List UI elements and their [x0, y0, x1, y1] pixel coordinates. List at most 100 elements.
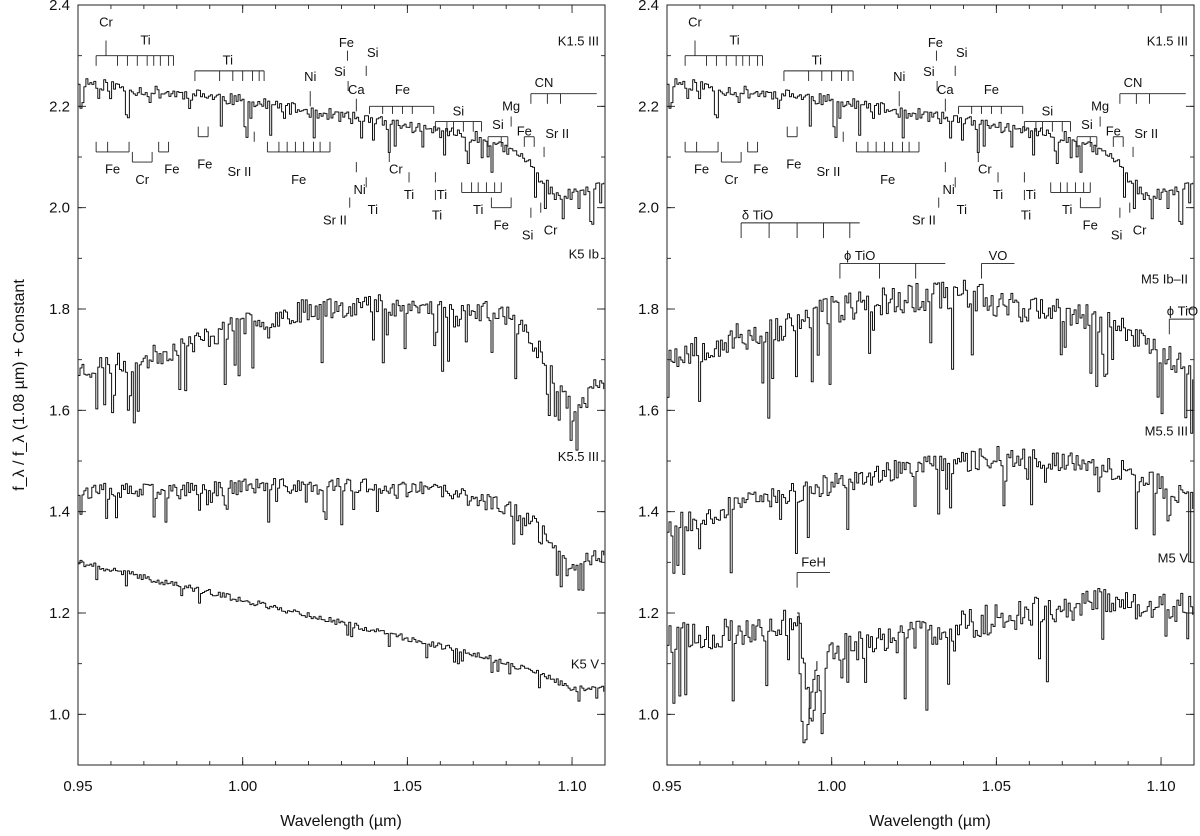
right-x-tick-label: 1.05	[982, 778, 1011, 795]
left-line-id-label: Fe	[164, 162, 179, 177]
right-spectrum-2	[667, 446, 1194, 575]
left-star-label: K5 Ib	[569, 246, 599, 261]
left-y-tick-label: 2.4	[49, 0, 70, 14]
right-line-id-label: Ni	[893, 69, 905, 84]
left-line-id-label: Ti	[437, 187, 447, 202]
right-line-id-label: Ti	[957, 202, 967, 217]
left-line-id-label: Ti	[404, 187, 414, 202]
left-line-id-label: Ti	[223, 53, 233, 68]
right-panel: 0.95 1.00 1.05 1.10 1.0 1.2 1.4 1.6 1.8 2.0 2.2 2.4…	[638, 0, 1198, 795]
right-x-tick-label: 1.10	[1146, 778, 1175, 795]
right-y-tick-label: 1.8	[638, 301, 659, 318]
right-line-id-label: Ca	[937, 82, 954, 97]
left-line-id-label: Ti	[432, 207, 442, 222]
right-line-id-label: Fe	[694, 162, 709, 177]
left-y-tick-label: 2.0	[49, 200, 70, 217]
right-line-id-label: Si	[1111, 228, 1123, 243]
right-spectrum-0	[667, 78, 1194, 225]
left-line-id-label: Fe	[291, 172, 306, 187]
right-line-id-label: Si	[923, 64, 935, 79]
right-line-id-label: Fe	[928, 35, 943, 50]
left-line-id-label: Ni	[304, 69, 316, 84]
right-line-id-label: Cr	[688, 15, 702, 30]
right-line-id-label: FeH	[801, 554, 826, 569]
right-x-axis-title: Wavelength (µm)	[869, 813, 991, 830]
left-x-tick-label: 1.10	[557, 778, 586, 795]
left-line-id-label: Cr	[99, 15, 113, 30]
left-line-id-label: Ti	[473, 202, 483, 217]
right-spectrum-4	[797, 612, 818, 744]
left-x-axis-title: Wavelength (µm)	[280, 813, 402, 830]
right-line-id-label: CN	[1124, 75, 1143, 90]
left-y-tick-label: 2.2	[49, 98, 70, 115]
left-y-tick-label: 1.8	[49, 301, 70, 318]
left-line-id-label: Fe	[395, 82, 410, 97]
right-y-tick-label: 1.4	[638, 504, 659, 521]
right-line-id-label: δ TiO	[742, 207, 773, 222]
left-line-id-label: Si	[334, 64, 346, 79]
right-line-id-label: Ni	[942, 182, 954, 197]
right-line-id-label: Sr II	[1134, 126, 1158, 141]
right-y-tick-label: 1.6	[638, 402, 659, 419]
right-star-label: M5.5 III	[1145, 424, 1188, 439]
right-line-id-label: Mg	[1091, 98, 1109, 113]
left-line-id-label: Sr II	[227, 164, 251, 179]
right-y-tick-label: 1.0	[638, 706, 659, 723]
left-star-label: K5 V	[571, 657, 600, 672]
right-line-id-label: Ti	[812, 53, 822, 68]
right-line-id-label: Ti	[729, 32, 739, 47]
right-line-id-label: Fe	[786, 157, 801, 172]
right-x-tick-label: 0.95	[652, 778, 681, 795]
left-y-tick-label: 1.0	[49, 706, 70, 723]
left-y-tick-label: 1.4	[49, 504, 70, 521]
right-line-id-label: Ti	[1026, 187, 1036, 202]
left-line-id-label: Ti	[140, 32, 150, 47]
left-line-id-label: Cr	[389, 162, 403, 177]
left-line-id-label: Sr II	[545, 126, 569, 141]
left-line-id-label: Sr II	[323, 212, 347, 227]
left-line-id-label: Si	[522, 228, 534, 243]
left-spectrum-1	[78, 294, 605, 451]
right-y-tick-label: 2.4	[638, 0, 659, 14]
right-y-tick-label: 2.0	[638, 200, 659, 217]
right-line-id-label: Cr	[724, 172, 738, 187]
right-star-label: M5 V	[1158, 550, 1189, 565]
right-line-id-label: Sr II	[912, 212, 936, 227]
right-line-id-label: Si	[1042, 103, 1054, 118]
right-line-id-label: Cr	[1133, 222, 1147, 237]
left-line-id-label: Ti	[368, 202, 378, 217]
left-line-id-label: Fe	[197, 157, 212, 172]
left-star-label: K1.5 III	[558, 34, 599, 49]
left-line-id-label: Si	[492, 117, 504, 132]
left-line-id-label: Fe	[105, 162, 120, 177]
left-line-id-label: Ni	[353, 182, 365, 197]
left-line-id-label: CN	[535, 75, 554, 90]
left-line-id-label: Si	[453, 103, 465, 118]
right-line-id-label: Sr II	[816, 164, 840, 179]
right-line-id-label: Fe	[1083, 217, 1098, 232]
right-line-id-label: Fe	[753, 162, 768, 177]
left-line-id-label: Cr	[135, 172, 149, 187]
right-line-id-label: Ti	[993, 187, 1003, 202]
right-line-id-label: Cr	[978, 162, 992, 177]
left-x-tick-label: 0.95	[63, 778, 92, 795]
right-line-id-label: Fe	[984, 82, 999, 97]
right-line-id-label: ϕ TiO	[844, 248, 875, 263]
left-line-id-label: Si	[367, 45, 379, 60]
left-y-tick-label: 1.6	[49, 402, 70, 419]
right-line-id-label: Ti	[1062, 202, 1072, 217]
right-y-tick-label: 2.2	[638, 98, 659, 115]
left-star-label: K5.5 III	[558, 449, 599, 464]
right-panel-frame	[666, 4, 1195, 766]
right-line-id-label: ϕ TiO	[1167, 304, 1198, 319]
right-spectrum-3	[667, 588, 1194, 735]
right-line-id-label: Si	[956, 45, 968, 60]
left-spectrum-0	[78, 78, 605, 225]
left-line-id-label: Mg	[502, 98, 520, 113]
right-x-tick-label: 1.00	[817, 778, 846, 795]
left-y-tick-label: 1.2	[49, 605, 70, 622]
left-line-id-label: Fe	[517, 124, 532, 139]
right-spectrum-1	[667, 279, 1194, 434]
left-spectrum-2	[78, 478, 605, 591]
